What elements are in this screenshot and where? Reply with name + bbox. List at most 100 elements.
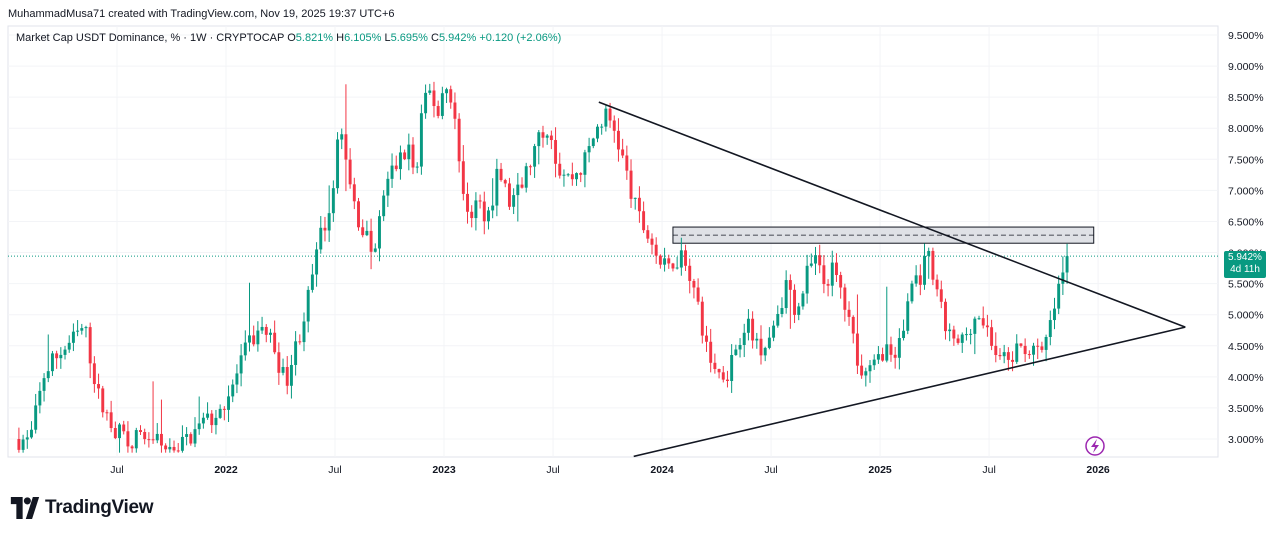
candle-body-up xyxy=(201,417,205,424)
lightning-icon[interactable] xyxy=(1085,436,1105,456)
y-tick-label: 9.000% xyxy=(1228,61,1264,73)
candle-body-up xyxy=(306,289,310,322)
candle-body-down xyxy=(692,280,696,288)
candle-body-down xyxy=(541,132,545,138)
y-tick-label: 5.000% xyxy=(1228,310,1264,322)
candle-body-up xyxy=(809,263,813,266)
candle-body-down xyxy=(990,327,994,346)
candle-body-up xyxy=(42,378,46,391)
candle-body-down xyxy=(667,258,671,264)
candle-body-up xyxy=(243,342,247,356)
candle-body-down xyxy=(499,168,503,181)
candle-body-down xyxy=(143,432,147,440)
candle-body-down xyxy=(847,309,851,317)
candle-body-up xyxy=(784,280,788,309)
candle-body-down xyxy=(860,365,864,376)
candle-body-up xyxy=(746,318,750,333)
candle-body-down xyxy=(172,446,176,451)
symbol-name[interactable]: Market Cap USDT Dominance, % · 1W · CRYP… xyxy=(16,32,285,44)
candle-body-down xyxy=(252,335,256,345)
candle-body-down xyxy=(411,144,415,168)
x-axis[interactable]: Jul 2022 Jul 2023 Jul 2024 Jul 2025 Jul 2026 xyxy=(110,464,1110,476)
candle-body-down xyxy=(357,201,360,228)
chart-border xyxy=(7,25,1219,458)
x-tick-label: Jul xyxy=(110,464,123,476)
close-value: 5.942% xyxy=(438,32,477,44)
candle-body-up xyxy=(1048,320,1052,337)
candle-body-down xyxy=(139,430,142,433)
x-tick-label: Jul xyxy=(764,464,777,476)
candle-body-down xyxy=(1019,343,1023,346)
y-tick-label: 4.000% xyxy=(1228,372,1264,384)
y-tick-label: 7.500% xyxy=(1228,154,1264,166)
candle-body-up xyxy=(310,274,314,290)
candle-body-down xyxy=(461,161,465,194)
candle-body-up xyxy=(533,146,537,167)
candle-body-down xyxy=(994,345,998,356)
y-tick-label: 4.500% xyxy=(1228,341,1264,353)
candle-body-up xyxy=(419,113,423,167)
candle-body-down xyxy=(835,262,838,276)
candle-body-down xyxy=(478,200,482,202)
candle-body-down xyxy=(222,408,226,410)
candle-body-down xyxy=(608,108,612,121)
candle-body-up xyxy=(382,195,386,217)
candle-body-down xyxy=(931,250,935,280)
candle-body-up xyxy=(239,355,243,374)
y-tick-label: 9.500% xyxy=(1228,30,1264,42)
chart-credit: MuhammadMusa71 created with TradingView.… xyxy=(8,8,395,20)
candle-body-up xyxy=(755,338,759,341)
y-axis[interactable]: 9.500% 9.000% 8.500% 8.000% 7.500% 7.000% 6.50… xyxy=(1228,30,1264,446)
candle-body-up xyxy=(730,355,734,381)
candle-body-down xyxy=(436,106,440,116)
candle-body-down xyxy=(696,287,700,302)
candle-body-down xyxy=(164,445,168,450)
candle-body-up xyxy=(50,353,54,372)
last-price-value: 5.942% xyxy=(1228,252,1262,263)
candle-body-up xyxy=(1002,352,1006,357)
candle-body-down xyxy=(264,326,268,335)
low-label: L xyxy=(384,32,391,44)
candle-body-down xyxy=(788,280,792,290)
candle-body-up xyxy=(218,408,222,418)
y-tick-label: 3.500% xyxy=(1228,403,1264,415)
candle-body-down xyxy=(1006,352,1010,360)
candle-body-up xyxy=(227,396,231,410)
candles-layer xyxy=(17,81,1069,453)
candle-body-down xyxy=(759,338,763,356)
candle-body-up xyxy=(185,434,189,437)
candle-body-down xyxy=(570,174,574,180)
low-value: 5.695% xyxy=(390,32,428,44)
candle-body-down xyxy=(851,316,855,334)
ascending-trendline xyxy=(633,326,1186,458)
candle-body-up xyxy=(386,178,390,196)
candle-body-up xyxy=(67,342,71,350)
candle-body-down xyxy=(344,134,348,160)
candle-body-down xyxy=(855,333,859,366)
candle-body-down xyxy=(17,439,21,450)
candle-body-down xyxy=(55,353,59,359)
candle-body-up xyxy=(46,371,50,379)
candle-body-up xyxy=(319,227,323,250)
symbol-legend[interactable]: Market Cap USDT Dominance, % · 1W · CRYP… xyxy=(16,32,561,44)
candle-body-up xyxy=(923,255,926,285)
bar-countdown: 4d 11h xyxy=(1230,264,1260,275)
candle-body-up xyxy=(1032,345,1035,355)
candle-body-up xyxy=(373,248,377,252)
candle-body-up xyxy=(797,306,801,315)
candle-body-up xyxy=(906,301,910,331)
candle-body-up xyxy=(562,174,566,176)
candle-body-down xyxy=(826,284,830,286)
candle-body-down xyxy=(147,439,151,441)
candle-body-up xyxy=(868,365,872,372)
candle-body-down xyxy=(549,135,553,141)
candle-body-up xyxy=(424,92,428,114)
tradingview-logo[interactable]: TradingView xyxy=(10,497,154,519)
candle-body-down xyxy=(113,428,117,439)
candle-body-up xyxy=(231,384,235,397)
candle-body-down xyxy=(528,166,532,168)
candle-body-up xyxy=(491,205,495,211)
candle-body-up xyxy=(772,325,776,338)
candle-body-up xyxy=(193,429,197,444)
